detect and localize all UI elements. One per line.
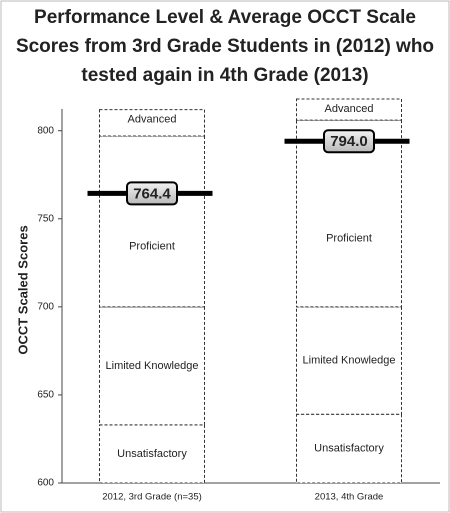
band-label: Proficient	[129, 240, 175, 252]
average-box	[126, 181, 178, 206]
band	[296, 306, 402, 415]
y-tick-label: 650	[37, 390, 54, 401]
y-tick-label: 750	[37, 213, 54, 224]
y-tick-label: 700	[37, 301, 54, 312]
chart-title: Performance Level & Average OCCT Scale	[34, 7, 416, 28]
band-label: Unsatisfactory	[117, 448, 187, 460]
chart-title: Scores from 3rd Grade Students in (2012)…	[16, 36, 434, 57]
band	[296, 98, 402, 121]
band-label: Limited Knowledge	[106, 360, 199, 372]
x-tick-label: 2012, 3rd Grade (n=35)	[102, 492, 202, 503]
band-label: Proficient	[326, 232, 372, 244]
y-tick-label: 800	[37, 125, 54, 136]
average-label: 794.0	[330, 133, 368, 150]
x-tick-label: 2013, 4th Grade	[315, 492, 384, 503]
band	[99, 135, 205, 308]
band-label: Advanced	[128, 113, 177, 125]
chart-title: tested again in 4th Grade (2013)	[81, 65, 368, 86]
band	[296, 413, 402, 484]
band	[99, 424, 205, 484]
y-tick-label: 600	[37, 478, 54, 489]
band-label: Unsatisfactory	[314, 443, 384, 455]
average-label: 764.4	[133, 185, 171, 202]
band	[99, 306, 205, 426]
band-label: Advanced	[325, 103, 374, 115]
band	[99, 109, 205, 137]
band-label: Limited Knowledge	[303, 354, 396, 366]
y-axis-label: OCCT Scaled Scores	[15, 225, 30, 354]
average-box	[323, 129, 375, 154]
